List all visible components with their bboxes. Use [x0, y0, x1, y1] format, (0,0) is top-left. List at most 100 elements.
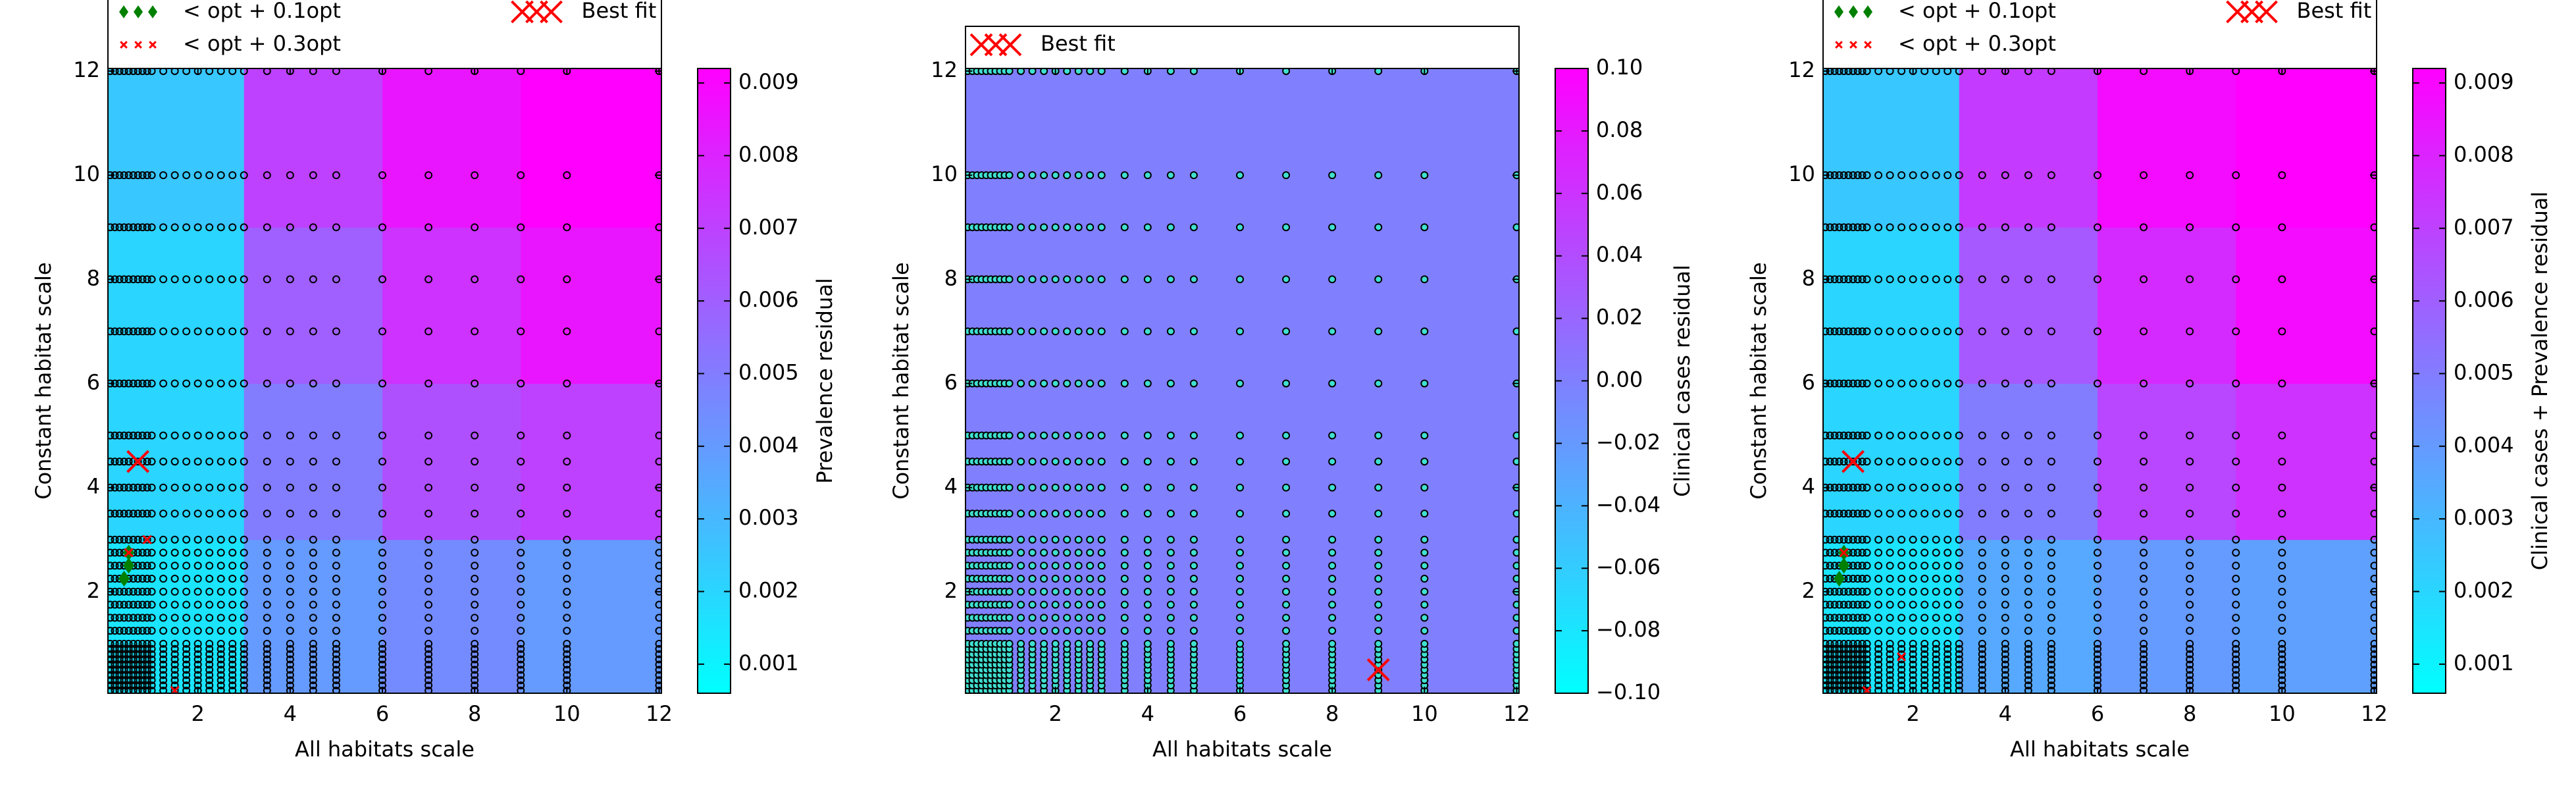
sample-point [1166, 483, 1175, 492]
sample-point [228, 458, 237, 466]
legend-label: < opt + 0.1opt [1898, 0, 2056, 23]
sample-point [309, 666, 317, 674]
sample-point [1074, 587, 1083, 596]
sample-point [1374, 379, 1383, 388]
sample-point [2186, 379, 2194, 388]
sample-point [286, 379, 294, 388]
sample-point [378, 562, 386, 570]
sample-point [217, 483, 225, 492]
sample-point [286, 639, 294, 648]
sample-point [263, 627, 271, 635]
sample-point [517, 600, 525, 609]
sample-point [1374, 587, 1383, 596]
sample-point [425, 223, 433, 232]
sample-point [1374, 68, 1383, 75]
sample-point [1840, 655, 1848, 664]
sample-point [129, 666, 138, 674]
sample-point [1374, 458, 1383, 466]
sample-point [143, 562, 151, 570]
sample-point [2001, 650, 2009, 658]
sample-point [217, 575, 225, 583]
sample-point [1897, 660, 1906, 669]
sample-point [143, 655, 151, 664]
sample-point [1920, 671, 1929, 679]
sample-point [1051, 431, 1060, 440]
sample-point [655, 431, 661, 440]
sample-point [1120, 562, 1129, 570]
sample-point [1512, 562, 1519, 570]
sample-point [1189, 510, 1198, 518]
sample-point [1017, 223, 1025, 232]
sample-point [1374, 548, 1383, 557]
sample-point [1086, 548, 1095, 557]
sample-point [124, 681, 133, 690]
sample-point [2047, 666, 2055, 674]
sample-point [159, 327, 168, 336]
sample-point [1863, 458, 1871, 466]
sample-point [1932, 327, 1940, 336]
sample-point [1028, 548, 1037, 557]
sample-point [1005, 431, 1014, 440]
sample-point [1874, 614, 1883, 622]
sample-point [134, 68, 142, 75]
sample-point [1844, 671, 1853, 679]
sample-point [147, 548, 156, 557]
sample-point [159, 639, 168, 648]
sample-point [1282, 614, 1291, 622]
sample-point [217, 676, 225, 685]
sample-point [2370, 671, 2377, 679]
sample-point [1005, 458, 1014, 466]
sample-point [425, 655, 433, 664]
colorbar-tick-label: 0.02 [1596, 305, 1643, 330]
sample-point [1189, 68, 1198, 75]
sample-point [138, 223, 147, 232]
sample-point [1374, 223, 1383, 232]
sample-point [2024, 458, 2032, 466]
x-tick-label: 8 [1326, 701, 1339, 726]
sample-point [1955, 535, 1963, 544]
sample-point [1830, 327, 1839, 336]
sample-point [286, 223, 294, 232]
sample-point [1017, 639, 1025, 648]
colorbar-tick-label: 0.003 [738, 505, 799, 530]
sample-point [378, 655, 386, 664]
sample-point [1849, 575, 1857, 583]
sample-point [228, 687, 237, 693]
sample-point [2047, 535, 2055, 544]
sample-point [1944, 223, 1952, 232]
sample-point [1017, 600, 1025, 609]
sample-point [138, 655, 147, 664]
sample-point [2232, 671, 2240, 679]
sample-point [1874, 650, 1883, 658]
sample-point [1005, 535, 1014, 544]
sample-point [124, 458, 133, 466]
sample-point [1051, 510, 1060, 518]
sample-point [1897, 645, 1906, 653]
sample-point [182, 68, 191, 75]
sample-point [108, 535, 115, 544]
sample-point [2001, 223, 2009, 232]
sample-point [159, 510, 168, 518]
sample-point [332, 548, 340, 557]
sample-point [1328, 600, 1337, 609]
sample-point [655, 655, 661, 664]
sample-point [182, 614, 191, 622]
sample-point [170, 575, 179, 583]
sample-point [205, 627, 214, 635]
sample-point [1074, 562, 1083, 570]
legend-box [107, 0, 662, 69]
sample-point [1853, 575, 1862, 583]
sample-point [563, 645, 571, 653]
sample-point [1074, 535, 1083, 544]
sample-point [2370, 627, 2377, 635]
sample-point [1051, 600, 1060, 609]
sample-point [1374, 627, 1383, 635]
sample-point [517, 681, 525, 690]
sample-point [263, 687, 271, 693]
sample-point [1826, 548, 1834, 557]
sample-point [1858, 379, 1867, 388]
sample-point [115, 379, 124, 388]
sample-point [471, 600, 479, 609]
best-fit-marker [2255, 0, 2278, 24]
sample-point [159, 548, 168, 557]
